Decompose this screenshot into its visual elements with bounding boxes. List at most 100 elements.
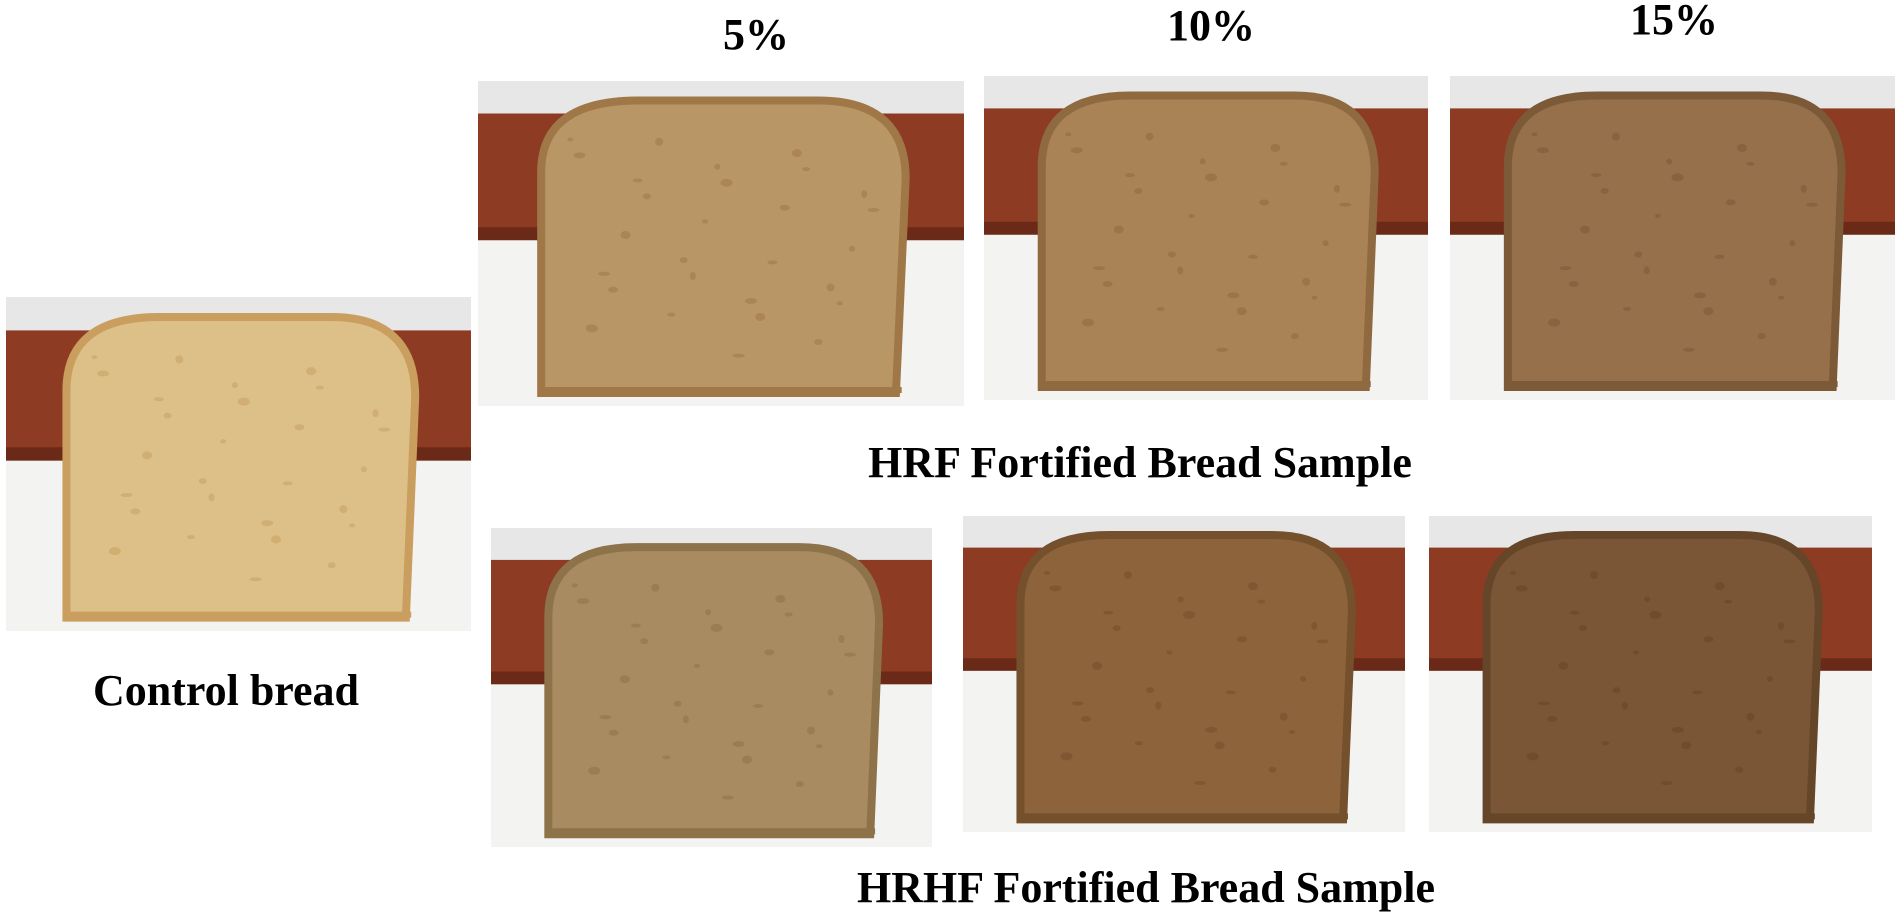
crumb-hole: [1578, 625, 1587, 632]
crumb-hole: [867, 208, 880, 213]
crumb-hole: [861, 190, 868, 199]
bread-loaf: [1016, 530, 1356, 824]
crumb-hole: [1547, 715, 1558, 722]
crumb-hole: [1182, 610, 1195, 619]
crumb-hole: [1214, 741, 1225, 750]
crumb-hole: [1112, 625, 1121, 632]
crumb-hole: [632, 178, 643, 183]
crumb-hole: [1724, 599, 1733, 604]
row-label: HRF Fortified Bread Sample: [868, 438, 1412, 487]
crumb-hole: [1623, 306, 1632, 311]
crumb-hole: [1671, 726, 1684, 733]
crumb-hole: [163, 412, 172, 419]
crumb-hole: [1692, 690, 1703, 695]
crumb-hole: [827, 689, 834, 696]
crumb-hole: [1703, 307, 1714, 316]
crumb-hole: [1080, 715, 1091, 722]
crumb-hole: [767, 260, 778, 265]
crumb-hole: [175, 355, 184, 364]
crumb-hole: [779, 204, 790, 211]
crumb-hole: [1333, 184, 1340, 193]
crumb-hole: [784, 612, 793, 617]
bread-photo: [6, 297, 471, 631]
crumb-hole: [153, 397, 164, 402]
crumb-hole: [838, 635, 845, 644]
bread-base: [1490, 813, 1815, 820]
crumb-hole: [1270, 143, 1281, 152]
crumb-hole: [1311, 295, 1318, 300]
crumb-hole: [1236, 636, 1247, 643]
crumb-hole: [1778, 621, 1785, 630]
crumb-hole: [667, 312, 676, 317]
crumb-hole: [306, 367, 317, 376]
crumb-hole: [802, 167, 811, 172]
bread-base: [70, 611, 412, 618]
crumb-hole: [816, 744, 823, 749]
crumb-hole: [753, 704, 764, 709]
crumb-hole: [720, 178, 733, 187]
bread-loaf: [1503, 91, 1846, 392]
crumb-hole: [1559, 266, 1572, 271]
crumb-hole: [1634, 251, 1643, 258]
crumb-hole: [1789, 240, 1796, 247]
crumb-hole: [339, 505, 348, 514]
crumb-hole: [1322, 240, 1329, 247]
crumb-hole: [282, 481, 293, 486]
crumb-hole: [1199, 158, 1206, 165]
crumb-hole: [1236, 307, 1247, 316]
crumb-hole: [187, 535, 196, 540]
crumb-hole: [1070, 147, 1083, 154]
crumb-hole: [1611, 132, 1620, 141]
crumb-hole: [315, 385, 324, 390]
bread-base: [1024, 813, 1348, 820]
crumb-hole: [1194, 781, 1207, 786]
crumb-hole: [806, 726, 815, 735]
crumb-hole: [1300, 676, 1307, 683]
column-label: 5%: [723, 10, 789, 59]
crumb-hole: [775, 594, 786, 603]
row-label: HRHF Fortified Bread Sample: [857, 863, 1435, 912]
crumb-hole: [1590, 571, 1599, 580]
crumb-hole: [1247, 254, 1258, 259]
crumb-hole: [1746, 161, 1755, 166]
crumb-hole: [1134, 741, 1143, 746]
crumb-hole: [655, 137, 664, 146]
crumb-hole: [1316, 639, 1329, 644]
crumb-hole: [1102, 281, 1113, 288]
crumb-hole: [1113, 225, 1124, 234]
crumb-hole: [1766, 676, 1773, 683]
crumb-hole: [1177, 266, 1184, 275]
crumb-hole: [608, 286, 619, 293]
bread-base: [1045, 381, 1371, 388]
crumb-hole: [1558, 661, 1569, 670]
crumb-hole: [673, 700, 682, 707]
column-label: 15%: [1630, 0, 1718, 44]
crumb-hole: [1205, 173, 1218, 182]
crumb-hole: [1735, 766, 1744, 773]
crumb-hole: [849, 245, 856, 252]
crumb-hole: [742, 755, 753, 764]
crumb-hole: [1155, 701, 1162, 710]
bread-loaf: [1482, 530, 1823, 824]
bread-base: [552, 828, 876, 835]
crumb-hole: [1302, 277, 1311, 286]
crumb-hole: [577, 598, 590, 605]
crumb-hole: [1071, 701, 1084, 706]
crumb-hole: [1531, 132, 1538, 137]
crumb-hole: [294, 424, 305, 431]
crumb-hole: [567, 137, 574, 142]
crumb-hole: [642, 193, 651, 200]
crumb-hole: [744, 298, 757, 305]
photo-grid: [6, 76, 1895, 847]
crumb-hole: [630, 623, 641, 628]
bread-photo: [1429, 516, 1872, 832]
crumb-hole: [108, 547, 121, 556]
crumb-hole: [1279, 712, 1288, 721]
crumb-hole: [1755, 730, 1762, 735]
crumb-hole: [1216, 347, 1229, 352]
crumb-hole: [1693, 292, 1706, 299]
crumb-hole: [662, 755, 671, 760]
crumb-hole: [702, 219, 709, 224]
crumb-hole: [573, 152, 586, 159]
